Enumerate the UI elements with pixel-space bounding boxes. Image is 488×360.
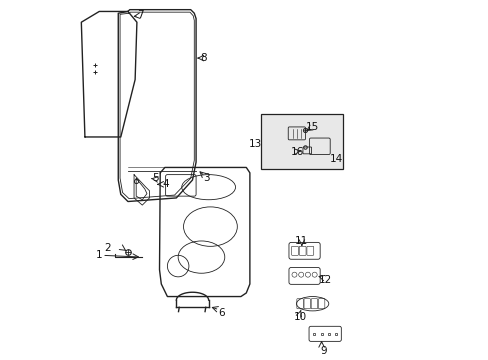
- Text: 6: 6: [218, 308, 224, 318]
- Text: 16: 16: [290, 147, 303, 157]
- Text: 1: 1: [96, 250, 102, 260]
- Text: 10: 10: [293, 312, 306, 322]
- Text: 3: 3: [203, 173, 210, 183]
- Text: 15: 15: [305, 122, 319, 132]
- Text: 11: 11: [295, 236, 308, 246]
- Text: 13: 13: [248, 139, 262, 149]
- Text: 9: 9: [320, 346, 326, 356]
- Text: 2: 2: [103, 243, 110, 253]
- Text: 8: 8: [200, 53, 206, 63]
- Text: 14: 14: [328, 154, 342, 164]
- Text: 7: 7: [137, 10, 143, 20]
- Text: 12: 12: [318, 275, 331, 285]
- Text: 5: 5: [152, 173, 159, 183]
- Text: 4: 4: [162, 179, 168, 189]
- Bar: [260, 114, 343, 169]
